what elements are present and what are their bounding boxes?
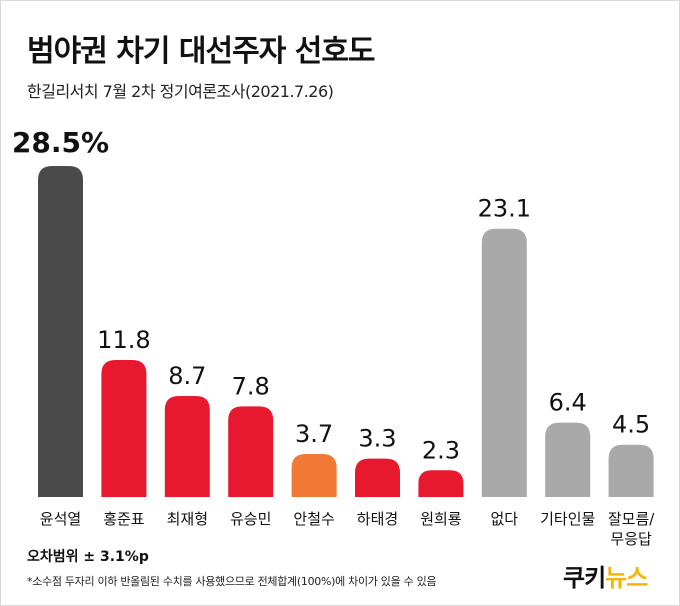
category-label-3: 유승민: [230, 510, 271, 528]
kuki-news-logo: 쿠키뉴스: [563, 558, 648, 593]
bar-3: [228, 406, 274, 497]
chart-subtitle: 한길리서치 7월 2차 정기여론조사(2021.7.26): [27, 82, 334, 101]
bar-9: [608, 444, 654, 497]
value-label-8: 6.4: [549, 389, 587, 417]
value-label-7: 23.1: [478, 195, 531, 223]
bar-1: [101, 359, 147, 497]
bar-7: [481, 228, 527, 497]
value-label-4: 3.7: [295, 420, 333, 448]
footnote: *소수점 두자리 이하 반올림된 수치를 사용했으므로 전체합계(100%)에 …: [27, 575, 437, 588]
value-label-0: 28.5%: [12, 126, 109, 159]
category-label-6: 원희룡: [420, 510, 462, 528]
bar-6: [418, 470, 464, 497]
margin-of-error: 오차범위 ± 3.1%p: [27, 549, 149, 565]
category-label-8: 기타인물: [540, 510, 595, 528]
logo-part-2: 뉴스: [605, 564, 648, 592]
category-label-1: 홍준표: [103, 510, 145, 528]
value-label-1: 11.8: [97, 326, 150, 354]
value-label-6: 2.3: [422, 436, 460, 464]
category-label-7: 없다: [490, 510, 518, 528]
bar-5: [355, 458, 400, 497]
value-label-2: 8.7: [168, 362, 206, 390]
chart-title: 범야권 차기 대선주자 선호도: [27, 34, 376, 69]
category-label-2: 최재형: [167, 510, 208, 528]
category-label-5: 하태경: [357, 510, 398, 528]
value-label-9: 4.5: [612, 411, 650, 439]
bar-2: [164, 395, 210, 497]
value-label-5: 3.3: [358, 425, 396, 453]
category-label-4: 안철수: [293, 510, 334, 528]
logo-part-1: 쿠키: [563, 564, 606, 592]
value-label-3: 7.8: [232, 372, 270, 400]
bar-0: [38, 166, 83, 497]
bar-8: [545, 422, 591, 497]
bar-4: [291, 454, 337, 497]
category-label-0: 윤석열: [40, 510, 81, 528]
category-label-9: 잘모름/무응답: [608, 510, 655, 548]
